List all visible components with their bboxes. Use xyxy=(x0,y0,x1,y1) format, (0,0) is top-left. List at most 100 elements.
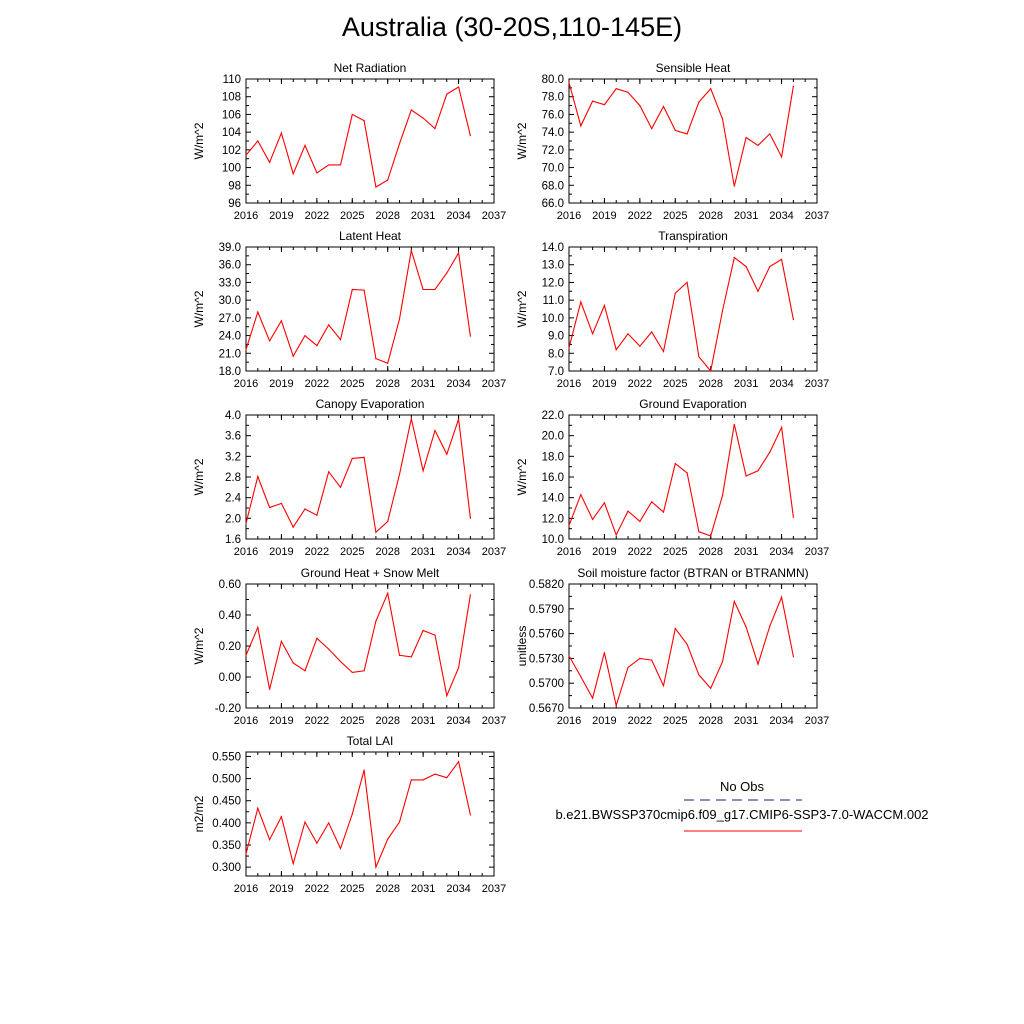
chart-panel-6: 2016 2019 2022 2025 2028 2031 2034 2037 10.0 12.0… xyxy=(515,397,829,558)
data-point xyxy=(698,356,700,358)
x-tick-label: 2025 xyxy=(340,546,364,558)
data-point xyxy=(245,154,247,156)
data-point xyxy=(363,289,365,291)
data-point xyxy=(292,173,294,175)
y-tick-label: 10.0 xyxy=(542,313,564,325)
x-tick-label: 2019 xyxy=(592,378,616,390)
x-tick-label: 2022 xyxy=(305,883,329,895)
data-point xyxy=(410,249,412,252)
data-point xyxy=(615,534,617,536)
y-tick-label: 22.0 xyxy=(542,410,564,422)
plot-frame xyxy=(245,751,495,877)
data-point xyxy=(780,596,783,598)
x-tick-label: 2034 xyxy=(769,378,793,390)
data-point xyxy=(446,777,448,779)
x-tick-label: 2016 xyxy=(557,715,581,727)
data-point xyxy=(375,620,377,622)
x-tick-label: 2031 xyxy=(411,883,435,895)
data-point xyxy=(603,304,606,307)
data-point xyxy=(410,656,412,658)
panel-title: Canopy Evaporation xyxy=(316,397,425,411)
data-point xyxy=(257,475,259,478)
y-tick-label: 2.4 xyxy=(225,493,242,505)
x-tick-label: 2037 xyxy=(805,378,829,390)
data-point xyxy=(339,164,342,166)
y-tick-label: 78.0 xyxy=(542,92,564,104)
plot-frame xyxy=(245,246,495,372)
data-point xyxy=(363,670,365,672)
y-tick-label: 98 xyxy=(228,180,241,192)
data-point xyxy=(592,333,594,335)
x-tick-label: 2019 xyxy=(269,883,293,895)
data-point xyxy=(351,813,353,815)
y-tick-label: 0.350 xyxy=(212,840,241,852)
data-point xyxy=(733,257,735,259)
y-tick-label: 100 xyxy=(222,163,241,175)
y-tick-label: 16.0 xyxy=(542,472,564,484)
chart-panel-5: 2016 2019 2022 2025 2028 2031 2034 2037 1.6 2.0 2.… xyxy=(192,397,506,558)
x-tick-label: 2028 xyxy=(698,210,722,222)
data-point xyxy=(375,358,377,360)
data-point xyxy=(292,863,294,865)
data-point xyxy=(698,101,700,103)
data-point xyxy=(568,524,570,527)
data-point xyxy=(686,472,688,474)
data-point xyxy=(434,128,436,130)
x-tick-label: 2019 xyxy=(269,378,293,390)
chart-panel-9: 2016 2019 2022 2025 2028 2031 2034 2037 0.300 0.3… xyxy=(192,734,506,895)
data-point xyxy=(351,113,353,116)
data-series-line xyxy=(245,250,471,365)
data-point xyxy=(745,626,747,628)
y-tick-label: 8.0 xyxy=(548,348,564,360)
data-point xyxy=(328,324,330,326)
chart-panel-7: 2016 2019 2022 2025 2028 2031 2034 2037 -0.20 0.0… xyxy=(192,566,506,727)
data-point xyxy=(627,91,629,93)
y-axis-label: m2/m2 xyxy=(192,795,206,832)
data-point xyxy=(375,186,377,188)
panel-title: Total LAI xyxy=(347,734,394,748)
data-point xyxy=(592,697,594,699)
y-tick-label: 74.0 xyxy=(542,127,564,139)
data-point xyxy=(651,331,653,333)
figure-title: Australia (30-20S,110-145E) xyxy=(341,12,683,42)
x-tick-label: 2034 xyxy=(446,883,470,895)
data-point xyxy=(351,288,353,291)
x-tick-label: 2028 xyxy=(375,378,399,390)
y-tick-label: 14.0 xyxy=(542,493,564,505)
y-tick-label: 12.0 xyxy=(542,513,564,525)
y-tick-label: 24.0 xyxy=(219,331,241,343)
x-tick-label: 2037 xyxy=(805,715,829,727)
data-point xyxy=(686,133,688,135)
data-point xyxy=(328,471,330,473)
data-point xyxy=(457,418,460,420)
data-point xyxy=(662,105,665,108)
plot-frame xyxy=(568,246,818,372)
y-tick-label: 30.0 xyxy=(219,295,241,307)
y-axis-label: W/m^2 xyxy=(515,458,529,495)
data-point xyxy=(710,535,712,537)
panel-title: Ground Evaporation xyxy=(639,397,746,411)
data-point xyxy=(721,495,724,497)
data-point xyxy=(710,88,712,90)
x-tick-label: 2031 xyxy=(734,210,758,222)
x-tick-label: 2025 xyxy=(663,715,687,727)
x-tick-label: 2031 xyxy=(734,715,758,727)
data-point xyxy=(328,822,330,824)
data-point xyxy=(422,288,424,291)
y-tick-label: 106 xyxy=(222,109,241,121)
x-tick-label: 2031 xyxy=(734,546,758,558)
y-tick-label: 1.6 xyxy=(225,534,241,546)
x-tick-label: 2025 xyxy=(663,546,687,558)
data-point xyxy=(422,470,424,472)
data-point xyxy=(245,522,247,525)
data-point xyxy=(398,143,401,145)
data-point xyxy=(316,345,318,347)
data-point xyxy=(339,847,342,850)
y-tick-label: 36.0 xyxy=(219,260,241,272)
x-tick-label: 2031 xyxy=(411,546,435,558)
panel-title: Latent Heat xyxy=(339,229,402,243)
y-tick-label: 66.0 xyxy=(542,198,564,210)
data-point xyxy=(639,520,641,523)
data-point xyxy=(662,350,665,353)
x-tick-label: 2028 xyxy=(375,546,399,558)
